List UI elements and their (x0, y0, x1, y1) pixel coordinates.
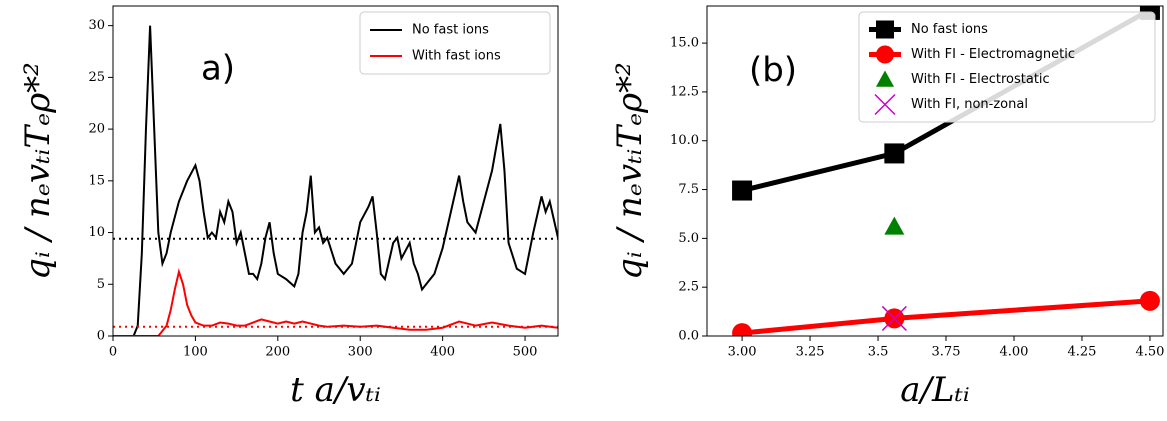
series-line (113, 268, 558, 336)
legend-marker (876, 70, 894, 87)
y-tick-label: 15 (88, 173, 105, 188)
y-tick-label: 25 (88, 70, 105, 85)
legend-marker (876, 20, 894, 39)
y-tick-label: 0 (97, 329, 105, 344)
x-tick-label: 4.25 (1067, 345, 1096, 360)
legend-label: With FI, non-zonal (911, 97, 1028, 112)
x-tick-label: 3.5 (868, 345, 889, 360)
x-tick-label: 100 (183, 345, 208, 360)
y-tick-label: 15.0 (670, 36, 699, 51)
axes-frame (706, 5, 1164, 337)
marker (884, 216, 905, 235)
legend-marker (874, 93, 896, 116)
legend-label: No fast ions (412, 23, 489, 38)
y-tick-label: 7.5 (678, 182, 699, 197)
legend-label: With fast ions (412, 49, 501, 64)
x-axis-label: t a/vₜᵢ (290, 370, 381, 410)
y-tick-label: 20 (88, 122, 105, 137)
y-tick-label: 30 (88, 18, 105, 33)
x-tick-label: 0 (109, 345, 117, 360)
x-axis-label: a/Lₜᵢ (900, 370, 970, 410)
legend-box (858, 11, 1156, 123)
axes-frame (112, 5, 559, 337)
x-tick-label: 300 (348, 345, 373, 360)
x-tick-label: 500 (513, 345, 538, 360)
x-tick-label: 200 (265, 345, 290, 360)
marker (732, 323, 753, 336)
marker (881, 305, 907, 331)
legend-marker (876, 45, 894, 64)
y-tick-label: 10 (88, 225, 105, 240)
x-tick-label: 3.25 (796, 345, 825, 360)
marker (884, 143, 905, 164)
legend-box (359, 11, 551, 75)
series-line (113, 25, 558, 336)
annotation: a) (201, 49, 235, 89)
marker (732, 180, 753, 201)
y-tick-label: 10.0 (670, 133, 699, 148)
y-axis-label: qᵢ / nₑvₜᵢTₑρ*² (610, 62, 650, 280)
x-tick-label: 3.75 (932, 345, 961, 360)
legend-label: No fast ions (911, 22, 988, 37)
y-tick-label: 0.0 (678, 329, 699, 344)
x-tick-label: 4.50 (1135, 345, 1164, 360)
x-tick-label: 3.00 (728, 345, 757, 360)
y-tick-label: 5.0 (678, 231, 699, 246)
legend-label: With FI - Electrostatic (911, 72, 1050, 87)
marker (1139, 290, 1160, 311)
annotation: (b) (749, 51, 797, 91)
y-tick-label: 5 (97, 277, 105, 292)
x-tick-label: 400 (430, 345, 455, 360)
series-line (741, 298, 1151, 336)
plot (113, 25, 558, 336)
y-tick-label: 12.5 (670, 84, 699, 99)
y-axis-label: qᵢ / nₑvₜᵢTₑρ*² (18, 62, 58, 280)
legend-label: With FI - Electromagnetic (911, 47, 1075, 62)
y-tick-label: 2.5 (678, 280, 699, 295)
x-tick-label: 4.00 (1000, 345, 1029, 360)
